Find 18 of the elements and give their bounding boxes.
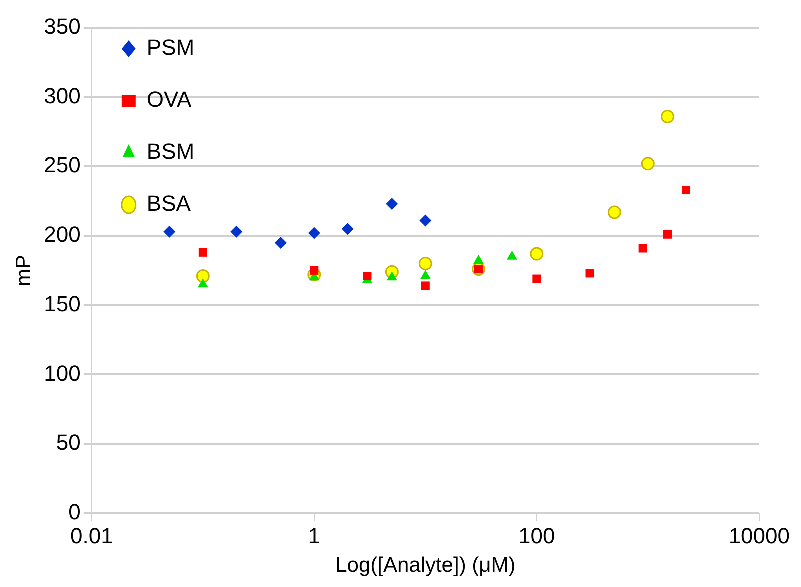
y-tick-label: 250	[44, 152, 81, 178]
y-axis-title: mP	[12, 254, 36, 286]
y-tick-label: 0	[68, 499, 81, 524]
x-tick-label: 1	[308, 524, 321, 549]
x-tick-label: 10000	[728, 524, 790, 549]
legend-label: BSA	[146, 191, 192, 216]
legend-label: OVA	[146, 87, 192, 112]
x-tick-label: 100	[518, 524, 556, 549]
y-tick-label: 50	[56, 430, 81, 456]
y-tick-label: 350	[44, 14, 81, 40]
legend-label: BSM	[146, 139, 195, 164]
legend-label: PSM	[146, 35, 195, 60]
x-tick-label: 0.01	[70, 524, 114, 549]
y-tick-label: 300	[44, 83, 81, 108]
x-axis-title: Log([Analyte]) (μM)	[336, 554, 516, 578]
y-tick-label: 100	[44, 360, 81, 386]
y-tick-label: 150	[44, 291, 81, 316]
y-tick-label: 200	[44, 222, 81, 248]
